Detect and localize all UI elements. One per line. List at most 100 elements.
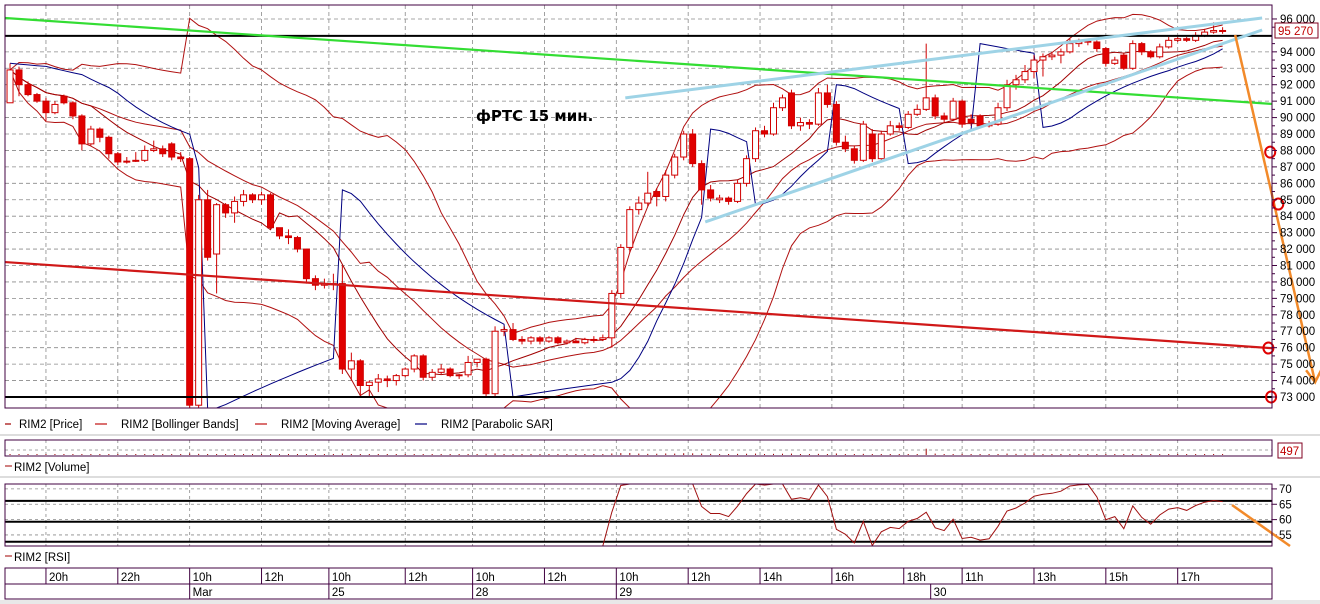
candle [689,129,697,167]
legend: RIM2 [Price] RIM2 [Bollinger Bands] RIM2 [… [5,419,553,431]
candle [1174,37,1182,42]
green-trend-line [4,16,1273,106]
rsi-panel-frame[interactable] [4,483,1273,547]
candle [213,203,221,294]
candle-body-up [1030,59,1038,73]
price-tick-label: 84 000 [1280,211,1315,223]
candle-body-up [132,159,140,162]
candle-body-up [617,246,625,294]
candle-body-up [231,200,239,214]
candle-body-up [1003,84,1011,109]
price-tick-label: 93 000 [1280,63,1315,75]
candle [599,334,607,342]
candle [114,152,122,166]
candle [60,94,68,105]
candle-body-down [940,115,948,120]
candle-body-up [464,361,472,376]
last-price-badge: 95 270 [1274,22,1319,39]
candle [886,120,894,136]
candle-body-up [1174,38,1182,41]
candle-body-down [761,130,769,135]
candle-body-down [267,194,275,229]
time-tick-label: 13h [1037,572,1056,584]
candle [931,94,939,120]
candle-body-down [42,100,50,114]
date-tick-label: 28 [476,587,489,599]
candle-body-up [859,123,867,161]
candle [922,43,930,112]
candle-body-down [1120,54,1128,69]
candle [1147,50,1155,59]
candle [392,373,400,386]
candle [1093,40,1101,52]
candle-body-down [356,360,364,386]
price-tick-label: 87 000 [1280,162,1315,174]
candle [761,125,769,138]
candle-body-down [302,248,310,280]
candle-body-down [33,94,41,102]
time-tick-label: 20h [49,572,68,584]
candle [6,63,14,104]
candle [240,189,248,207]
volume-panel-frame[interactable] [4,439,1273,457]
candle-body-up [778,97,786,109]
candle [1048,51,1056,61]
candle-body-down [284,235,292,239]
candle [42,97,50,121]
candle-body-up [527,337,535,342]
candle-body-up [428,371,436,378]
candle [527,336,535,345]
candle-body-up [1111,59,1119,64]
candle [222,203,230,218]
candle-body-up [716,197,724,201]
candle [949,97,957,121]
price-tick-label: 81 000 [1280,261,1315,273]
candle-body-up [240,194,248,202]
candle [78,114,86,151]
candle [841,135,849,153]
candle [204,189,212,261]
rsi-tick-label: 60 [1279,515,1292,527]
candle [258,191,266,205]
candle-body-up [123,160,131,163]
candle-body-up [913,108,921,115]
volume-panel [5,440,1272,456]
candle [1021,64,1029,84]
horizontal-scrollbar[interactable] [0,600,1320,604]
candle [1219,27,1227,34]
candle-body-down [958,100,966,125]
candle [1102,46,1110,67]
candle [518,336,526,345]
candle-body-down [1219,29,1227,32]
candle [563,339,571,345]
candle-body-down [177,156,185,160]
candle-body-up [1057,51,1065,56]
candle [707,184,715,202]
date-tick-label: 25 [332,587,345,599]
candle-body-down [653,191,661,197]
candle [1030,55,1038,79]
candle-body-up [635,202,643,211]
candle-body-down [1147,51,1155,58]
candle [734,180,742,204]
price-tick-label: 90 000 [1280,113,1315,125]
legend-label: RIM2 [Bollinger Bands] [121,419,239,431]
time-tick-label: 12h [265,572,284,584]
candle [51,101,59,115]
candle [716,194,724,204]
candle [1156,43,1164,59]
candle-body-down [383,378,391,382]
candle-body-up [671,156,679,176]
candles [6,22,1227,408]
time-tick-label: 10h [619,572,638,584]
candle-body-up [1021,71,1029,81]
candle-body-down [204,199,212,258]
candle [581,337,589,345]
candle-body-down [419,355,427,378]
candle-body-down [96,128,104,138]
candle-body-up [769,107,777,135]
candle [644,171,652,207]
candle-body-down [1138,43,1146,53]
price-panel-frame[interactable] [4,4,1273,409]
